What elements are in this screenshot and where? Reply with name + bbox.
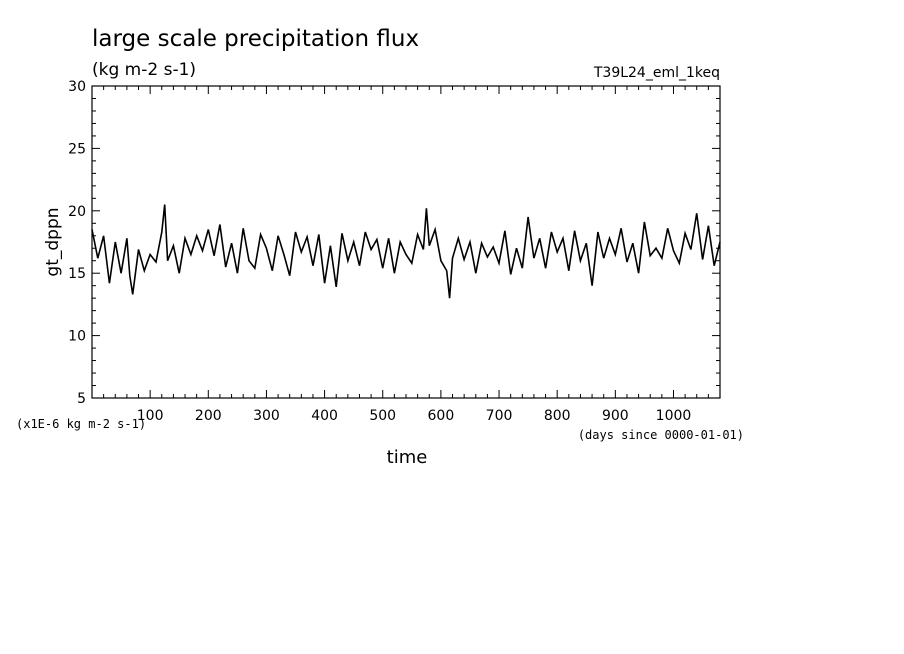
- x-tick-label: 500: [369, 408, 396, 424]
- x-tick-label: 900: [602, 408, 629, 424]
- run-label: T39L24_eml_1keq: [593, 65, 720, 81]
- axis-ticks: [92, 86, 720, 398]
- y-unit-label: (x1E-6 kg m-2 s-1): [16, 417, 146, 431]
- y-tick-label: 25: [68, 141, 86, 157]
- x-tick-label: 1000: [656, 408, 692, 424]
- x-tick-label: 400: [311, 408, 338, 424]
- series-line: [91, 204, 721, 299]
- y-axis-label: gt_dppn: [43, 207, 63, 276]
- chart-title: large scale precipitation flux: [92, 26, 419, 52]
- x-tick-label: 300: [253, 408, 280, 424]
- x-unit-label: (days since 0000-01-01): [578, 428, 744, 442]
- x-tick-label: 800: [544, 408, 571, 424]
- y-tick-label: 15: [68, 266, 86, 282]
- x-tick-label: 200: [195, 408, 222, 424]
- x-axis-label: time: [387, 447, 428, 468]
- y-tick-label: 30: [68, 79, 86, 95]
- tick-labels: 100 200 300 400 500 600 700 800 900 1000 5 10 15 20 25…: [68, 79, 691, 424]
- y-tick-label: 5: [77, 391, 86, 407]
- y-tick-label: 10: [68, 329, 86, 345]
- chart-subtitle: (kg m-2 s-1): [92, 60, 196, 80]
- x-tick-label: 600: [428, 408, 455, 424]
- x-tick-label: 700: [486, 408, 513, 424]
- x-tick-label: 100: [137, 408, 164, 424]
- y-tick-label: 20: [68, 204, 86, 220]
